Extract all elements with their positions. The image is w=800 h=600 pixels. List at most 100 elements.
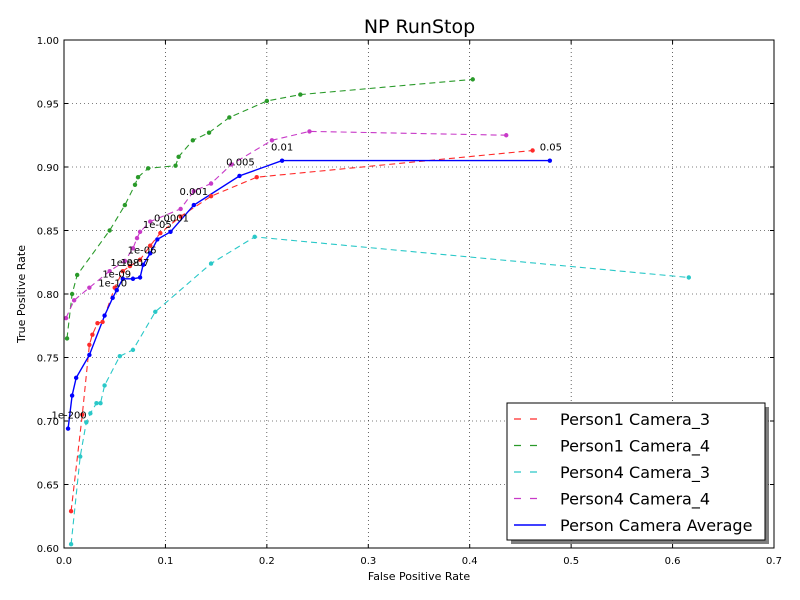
chart-title: NP RunStop (364, 16, 475, 38)
series-point-2 (78, 454, 83, 459)
series-point-1 (176, 154, 181, 160)
series-point-1 (122, 202, 128, 208)
series-point-2 (130, 347, 136, 353)
series-point-2 (208, 261, 214, 266)
y-tick-label: 0.80 (37, 290, 59, 301)
y-tick-label: 0.95 (37, 100, 59, 111)
y-tick-label: 0.85 (37, 227, 59, 238)
series-point-4 (547, 158, 553, 163)
series-point-3 (63, 315, 69, 321)
threshold-label: 1e-06 (128, 245, 157, 256)
threshold-label: 0.01 (271, 142, 293, 153)
series-point-0 (87, 342, 92, 347)
series-line-4 (67, 159, 550, 429)
x-tick-label: 0.1 (157, 556, 173, 567)
series-point-1 (173, 163, 178, 168)
series-point-0 (90, 332, 95, 337)
series-point-2 (686, 275, 691, 280)
series-point-2 (252, 234, 257, 240)
series-line-3 (65, 130, 507, 319)
series-point-3 (191, 188, 197, 194)
legend-label: Person4 Camera_4 (560, 490, 710, 510)
threshold-label: 1e-07 (121, 258, 150, 269)
series-point-1 (264, 98, 270, 104)
x-tick-label: 0.7 (766, 556, 782, 567)
series-point-0 (100, 319, 105, 325)
y-tick-label: 0.65 (37, 481, 59, 492)
threshold-annotations: 1e-2001e-101e-091e-081e-071e-061e-050.00… (51, 142, 562, 421)
series-point-1 (206, 130, 212, 135)
series-line-1 (66, 78, 473, 339)
legend-label: Person1 Camera_3 (560, 410, 710, 430)
series-point-0 (80, 412, 85, 417)
threshold-label: 1e-10 (98, 278, 127, 289)
legend-label: Person4 Camera_3 (560, 463, 710, 483)
series-point-3 (229, 162, 234, 167)
legend-label: Person1 Camera_4 (560, 437, 710, 457)
series-line-0 (70, 149, 533, 512)
series-point-3 (71, 298, 77, 303)
series-point-3 (130, 246, 136, 251)
series-markers (63, 77, 691, 547)
x-tick-label: 0.2 (259, 556, 275, 567)
series-point-3 (134, 235, 140, 241)
threshold-label: 1e-08 (110, 258, 139, 269)
series-point-0 (178, 214, 183, 219)
series-point-0 (95, 321, 100, 326)
x-tick-label: 0.6 (665, 556, 681, 567)
legend-items: Person1 Camera_3 Person1 Camera_4 Person4 … (514, 410, 752, 535)
series-point-0 (158, 230, 163, 236)
x-axis-label: False Positive Rate (368, 570, 470, 583)
threshold-label: 1e-05 (143, 220, 172, 231)
series-point-4 (279, 158, 285, 163)
series-point-2 (98, 401, 103, 406)
series-point-0 (530, 148, 535, 153)
series-point-3 (148, 219, 153, 224)
series-point-3 (307, 129, 312, 134)
series-point-1 (298, 92, 303, 97)
grid-lines (64, 40, 774, 548)
series-point-1 (135, 174, 141, 180)
series-point-4 (69, 393, 75, 398)
series-point-0 (208, 194, 214, 199)
threshold-label: 1e-200 (51, 410, 86, 421)
series-point-4 (191, 202, 197, 208)
series-point-2 (102, 383, 107, 388)
x-tick-label: 0.4 (462, 556, 478, 567)
series-point-2 (68, 541, 74, 547)
series-point-3 (178, 206, 183, 212)
legend-label: Person Camera Average (560, 516, 752, 535)
series-point-2 (117, 354, 122, 359)
series-point-3 (269, 138, 275, 143)
series-point-0 (137, 257, 143, 262)
series-point-4 (137, 275, 143, 280)
series-point-4 (102, 313, 107, 318)
series-point-2 (84, 420, 89, 425)
x-tick-label: 0.3 (360, 556, 376, 567)
series-point-4 (120, 276, 126, 281)
series-point-1 (190, 138, 196, 143)
y-axis-ticks: 0.60 0.65 0.70 0.75 0.80 0.85 0.90 0.95 1.00 (37, 36, 774, 555)
series-point-4 (110, 295, 115, 301)
series-point-3 (208, 181, 214, 186)
series-point-2 (94, 401, 99, 406)
series-point-1 (132, 182, 138, 187)
series-point-4 (114, 287, 119, 293)
series-point-3 (504, 133, 509, 138)
series-point-1 (74, 272, 80, 278)
x-axis-ticks: 0.0 0.1 0.2 0.3 0.4 0.5 0.6 0.7 (56, 40, 782, 567)
series-point-4 (87, 352, 92, 358)
series-point-4 (65, 426, 71, 431)
series-point-2 (153, 309, 158, 314)
y-tick-label: 0.70 (37, 417, 59, 428)
series-point-0 (127, 263, 133, 269)
series-point-3 (137, 229, 143, 234)
y-tick-label: 0.75 (37, 354, 59, 365)
series-point-0 (254, 174, 259, 180)
series-point-1 (64, 336, 70, 341)
threshold-label: 0.005 (226, 158, 255, 169)
series-point-1 (227, 115, 232, 120)
series-point-0 (120, 268, 126, 274)
series-point-4 (168, 229, 173, 234)
